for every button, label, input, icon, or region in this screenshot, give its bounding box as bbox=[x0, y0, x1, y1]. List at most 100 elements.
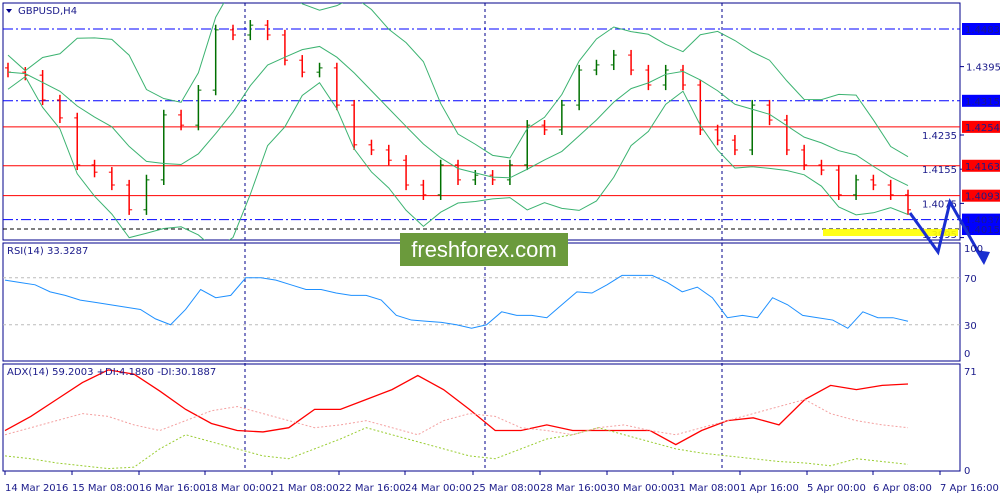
price-bar bbox=[835, 164, 842, 200]
forecast-arrowhead bbox=[975, 250, 990, 265]
price-level-badge bbox=[962, 120, 1000, 133]
rsi-title: RSI(14) 33.3287 bbox=[7, 246, 88, 257]
time-tick-label: 6 Apr 08:00 bbox=[873, 483, 932, 494]
price-level-badge bbox=[962, 94, 1000, 107]
price-tick-label: 1.4075 bbox=[922, 199, 957, 210]
price-bar bbox=[351, 99, 358, 150]
bollinger-middle bbox=[7, 45, 909, 187]
price-bar bbox=[39, 70, 46, 106]
time-tick-label: 25 Mar 08:00 bbox=[473, 483, 540, 494]
rsi-tick-label: 30 bbox=[964, 321, 977, 332]
price-bar bbox=[212, 24, 219, 96]
price-level-badge bbox=[962, 213, 1000, 226]
price-bar bbox=[230, 24, 236, 41]
price-bar bbox=[74, 112, 81, 171]
price-level-badge bbox=[962, 23, 1000, 35]
price-bar bbox=[333, 62, 340, 111]
time-tick-label: 22 Mar 16:00 bbox=[339, 483, 406, 494]
price-bar bbox=[801, 144, 808, 171]
price-bar bbox=[299, 55, 306, 78]
price-level-badge bbox=[962, 223, 1000, 236]
time-tick-label: 24 Mar 00:00 bbox=[405, 483, 472, 494]
price-tick-label: 1.4155 bbox=[922, 165, 957, 176]
time-tick-label: 1 Apr 16:00 bbox=[740, 483, 799, 494]
rsi-tick-label: 0 bbox=[964, 349, 970, 360]
rsi-tick-label: 70 bbox=[964, 274, 977, 285]
time-tick-label: 16 Mar 16:00 bbox=[139, 483, 206, 494]
adx-tick-label: 71 bbox=[964, 367, 977, 378]
price-bar bbox=[264, 20, 271, 41]
forecast-arrow bbox=[908, 197, 986, 263]
adx-series-adx bbox=[4, 369, 909, 446]
price-level-label: 1.4483 bbox=[965, 25, 1000, 36]
price-bar bbox=[5, 62, 11, 78]
price-tick-label: 1.4395 bbox=[966, 63, 1000, 74]
price-level-label: 1.4093 bbox=[965, 192, 1000, 203]
price-level-label: 1.4037 bbox=[965, 216, 1000, 227]
price-bar bbox=[593, 59, 600, 76]
dropdown-triangle-icon bbox=[6, 9, 12, 13]
rsi-line bbox=[4, 274, 909, 329]
price-bar bbox=[437, 159, 444, 200]
price-bar bbox=[818, 159, 825, 176]
price-bar bbox=[455, 159, 461, 186]
price-bar bbox=[108, 167, 115, 191]
time-tick-label: 21 Mar 08:00 bbox=[272, 483, 339, 494]
price-bar bbox=[714, 124, 721, 146]
price-level-label: 1.4254 bbox=[965, 123, 1000, 134]
price-bar bbox=[783, 114, 790, 156]
price-bar bbox=[368, 139, 375, 156]
price-level-label: 1.4163 bbox=[965, 162, 1000, 173]
bollinger-lower bbox=[7, 75, 909, 240]
price-bar bbox=[766, 99, 773, 126]
price-bar bbox=[853, 174, 860, 200]
price-bar bbox=[905, 189, 911, 215]
time-tick-label: 14 Mar 2016 bbox=[5, 483, 68, 494]
adx-title: ADX(14) 59.2003 +DI:4.1880 -DI:30.1887 bbox=[7, 367, 216, 378]
price-bar bbox=[126, 179, 133, 215]
price-bar bbox=[316, 62, 323, 78]
price-bar bbox=[195, 84, 202, 131]
time-tick-label: 5 Apr 00:00 bbox=[807, 483, 866, 494]
price-bar bbox=[680, 64, 686, 91]
price-bar bbox=[281, 29, 288, 66]
rsi-tick-label: 100 bbox=[964, 244, 983, 255]
time-tick-label: 7 Apr 16:00 bbox=[940, 483, 999, 494]
price-level-badge bbox=[962, 159, 1000, 172]
price-bar bbox=[91, 159, 98, 178]
price-level-label: 1.4315 bbox=[965, 97, 1000, 108]
price-level-badge bbox=[962, 189, 1000, 202]
price-bar bbox=[56, 94, 63, 124]
price-bar bbox=[576, 64, 583, 111]
time-tick-label: 28 Mar 16:00 bbox=[540, 483, 607, 494]
price-bar bbox=[887, 179, 894, 200]
price-bar bbox=[143, 174, 150, 215]
chart-title: GBPUSD,H4 bbox=[18, 6, 77, 17]
watermark: freshforex.com bbox=[400, 233, 568, 266]
price-level-label: 1.4015 bbox=[965, 225, 1000, 236]
price-tick-label: 1.4235 bbox=[922, 131, 957, 142]
price-bar bbox=[610, 49, 617, 71]
time-tick-label: 30 Mar 00:00 bbox=[607, 483, 674, 494]
price-bar bbox=[506, 159, 513, 186]
price-bar bbox=[645, 64, 652, 91]
price-bar bbox=[178, 109, 185, 131]
price-bar bbox=[870, 174, 877, 191]
price-bar bbox=[541, 120, 548, 135]
adx-series-di bbox=[4, 398, 909, 436]
price-bar bbox=[420, 179, 427, 200]
price-bar bbox=[731, 134, 738, 156]
price-bar bbox=[558, 99, 565, 135]
price-bar bbox=[160, 109, 167, 186]
price-bar bbox=[403, 155, 410, 191]
adx-panel bbox=[2, 363, 961, 472]
adx-tick-label: 0 bbox=[964, 466, 970, 477]
price-bar bbox=[662, 64, 669, 91]
price-bar bbox=[385, 144, 392, 166]
support-zone-highlight bbox=[823, 229, 958, 236]
price-bar bbox=[247, 20, 254, 41]
time-tick-label: 31 Mar 08:00 bbox=[673, 483, 740, 494]
time-tick-label: 18 Mar 00:00 bbox=[205, 483, 272, 494]
time-tick-label: 15 Mar 08:00 bbox=[72, 483, 139, 494]
